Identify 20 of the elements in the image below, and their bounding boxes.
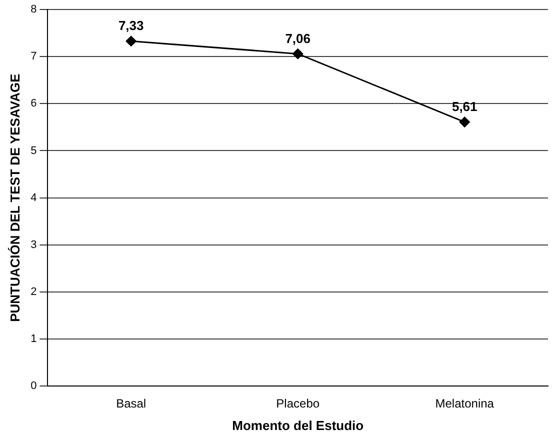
x-tick-label: Melatonina: [435, 396, 494, 411]
x-tick-label: Basal: [116, 396, 146, 411]
x-axis-title: Momento del Estudio: [232, 418, 364, 433]
y-tick-label: 7: [30, 50, 37, 63]
y-tick-label: 5: [30, 144, 37, 157]
data-label: 7,06: [285, 30, 311, 46]
y-tick-label: 2: [30, 286, 37, 298]
point: [459, 116, 470, 128]
data-label: 5,61: [452, 99, 478, 114]
y-tick-label: 0: [30, 380, 37, 392]
y-tick-label: 8: [30, 4, 37, 16]
y-tick-label: 4: [30, 192, 37, 204]
y-axis-title: PUNTUACIÓN DEL TEST DE YESAVAGE: [7, 73, 22, 322]
x-tick-label: Placebo: [276, 396, 320, 411]
y-tick-label: 3: [30, 238, 37, 251]
data-label: 7,33: [118, 18, 144, 34]
y-tick-label: 1: [30, 332, 37, 345]
y-tick-label: 6: [30, 98, 37, 110]
point: [292, 48, 304, 60]
point: [126, 36, 136, 46]
